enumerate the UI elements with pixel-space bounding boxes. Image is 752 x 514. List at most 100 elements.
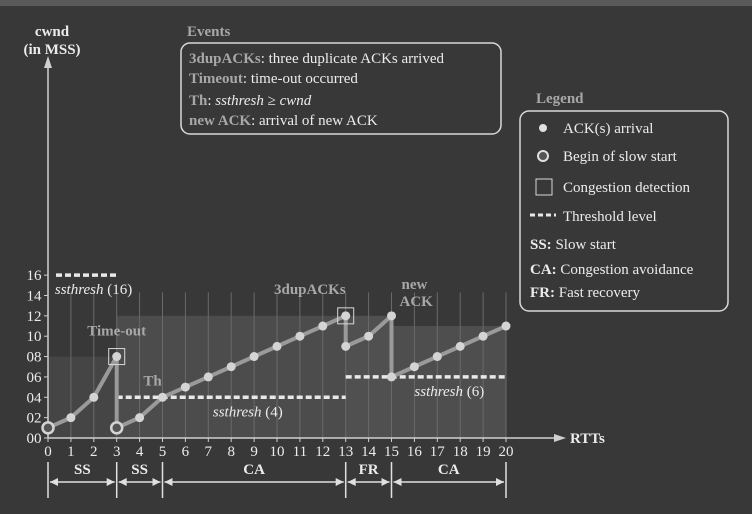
ack-marker (112, 352, 122, 362)
phase-arrow-right-icon (496, 478, 504, 486)
x-tick-label: 0 (44, 444, 52, 460)
y-tick-label: 06 (27, 370, 43, 386)
x-tick-label: 12 (315, 444, 330, 460)
event-term: new ACK (189, 113, 251, 129)
y-tick-label: 08 (27, 350, 42, 366)
y-tick-label: 12 (27, 309, 42, 325)
x-tick-label: 4 (136, 444, 144, 460)
ack-marker (501, 321, 511, 331)
event-3dupacks: 3dupACKs: three duplicate ACKs arrived (189, 51, 444, 67)
congestion-square-icon (337, 307, 355, 325)
x-axis-arrow-icon (554, 434, 566, 442)
legend-item-slow-start: Begin of slow start (563, 149, 678, 165)
x-axis-label: RTTs (570, 431, 605, 447)
shaded-region (391, 326, 506, 438)
congestion-square-icon (108, 348, 126, 366)
dot-icon (539, 124, 547, 132)
y-axis-unit: (in MSS) (23, 42, 80, 58)
x-tick-label: 11 (293, 444, 307, 460)
threshold-label-italic: ssthresh (55, 282, 104, 298)
legend-title: Legend (536, 91, 584, 107)
events-frame (180, 42, 502, 135)
slow-start-marker (41, 421, 55, 435)
threshold-label-value: (4) (262, 404, 283, 420)
shaded-region (48, 356, 117, 438)
event-desc: : time-out occurred (243, 71, 358, 87)
event-term: Timeout (189, 71, 243, 87)
x-tick-label: 14 (361, 444, 377, 460)
event-th: Th: ssthresh ≥ cwnd (189, 93, 312, 109)
ack-marker (409, 362, 419, 372)
event-desc: : (207, 93, 215, 109)
event-desc: : three duplicate ACKs arrived (261, 51, 445, 67)
legend-item-fr: FR: Fast recovery (530, 285, 640, 301)
ack-marker (249, 352, 259, 362)
phase-label: SS (74, 462, 91, 478)
y-axis-arrow-icon (44, 56, 52, 68)
legend-abbr: CA: (530, 262, 557, 278)
threshold-label: ssthresh (16) (55, 282, 132, 298)
ack-marker (455, 341, 465, 351)
phase-label: CA (438, 462, 460, 478)
ack-marker (318, 321, 328, 331)
ack-marker (226, 362, 236, 372)
ring-icon (537, 150, 549, 162)
x-tick-label: 18 (453, 444, 468, 460)
event-italic-b: cwnd (280, 93, 312, 109)
phase-arrow-right-icon (152, 478, 161, 486)
y-axis-label: cwnd (35, 24, 70, 40)
x-tick-label: 5 (159, 444, 167, 460)
threshold-label-italic: ssthresh (414, 384, 463, 400)
events-title: Events (187, 24, 231, 40)
legend-item-congestion: Congestion detection (563, 180, 691, 196)
event-new-ack: new ACK: arrival of new ACK (189, 113, 378, 129)
event-op: ≥ (264, 93, 280, 109)
legend-box: Legend ACK(s) arrival Begin of slow star… (519, 91, 729, 312)
ack-marker (203, 372, 213, 382)
square-icon (535, 178, 553, 196)
threshold-label: ssthresh (6) (414, 384, 484, 400)
event-timeout: Timeout: time-out occurred (189, 71, 358, 87)
ack-marker (135, 413, 145, 423)
legend-item-threshold: Threshold level (563, 209, 657, 225)
y-tick-label: 04 (27, 390, 43, 406)
x-tick-label: 7 (205, 444, 213, 460)
ack-marker (66, 413, 76, 423)
legend-item-ack: ACK(s) arrival (563, 121, 653, 137)
y-tick-label: 00 (27, 431, 42, 447)
ack-marker (341, 341, 351, 351)
x-tick-label: 13 (338, 444, 353, 460)
legend-text: Slow start (552, 237, 617, 253)
event-italic-a: ssthresh (215, 93, 264, 109)
legend-abbr: SS: (530, 237, 552, 253)
ack-marker (295, 331, 305, 341)
dupacks-label: 3dupACKs (274, 282, 346, 298)
event-term: 3dupACKs (189, 51, 261, 67)
x-tick-label: 9 (250, 444, 258, 460)
ack-marker (478, 331, 488, 341)
x-tick-label: 17 (430, 444, 446, 460)
legend-abbr: FR: (530, 285, 555, 301)
x-tick-label: 16 (407, 444, 423, 460)
timeout-label: Time-out (87, 324, 146, 340)
ack-marker (432, 352, 442, 362)
ack-marker (89, 392, 99, 402)
ack-marker (180, 382, 190, 392)
phase-label: FR (359, 462, 379, 478)
phase-label: CA (243, 462, 265, 478)
x-tick-label: 3 (113, 444, 121, 460)
legend-item-ss: SS: Slow start (530, 237, 617, 253)
phase-arrow-right-icon (335, 478, 344, 486)
ack-marker (387, 372, 396, 382)
y-tick-label: 14 (27, 288, 43, 304)
ack-marker (158, 392, 167, 402)
ack-marker (341, 311, 351, 321)
legend-text: Congestion avoidance (557, 262, 694, 278)
x-tick-label: 6 (182, 444, 190, 460)
legend-item-ca: CA: Congestion avoidance (530, 262, 694, 278)
top-bar (0, 0, 752, 6)
y-tick-label: 02 (27, 411, 42, 427)
threshold-label-italic: ssthresh (213, 404, 262, 420)
th-label: Th (143, 373, 162, 389)
phase-arrow-right-icon (106, 478, 115, 486)
